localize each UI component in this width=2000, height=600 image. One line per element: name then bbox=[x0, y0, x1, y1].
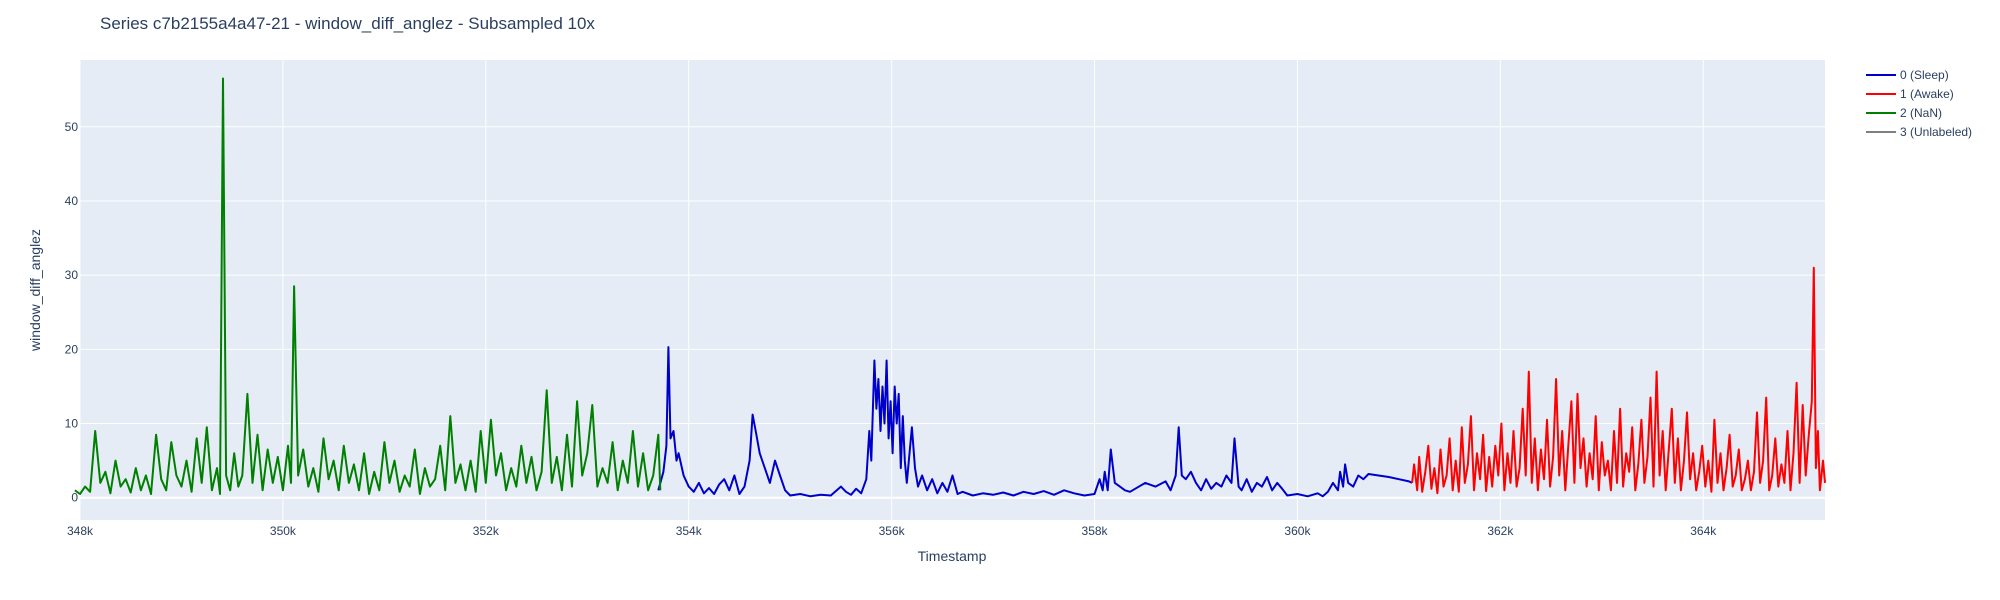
x-tick-label: 360k bbox=[1284, 524, 1311, 538]
x-tick-label: 350k bbox=[270, 524, 297, 538]
legend-label: 0 (Sleep) bbox=[1900, 68, 1949, 82]
legend-item-0[interactable]: 0 (Sleep) bbox=[1866, 68, 1949, 82]
x-tick-label: 362k bbox=[1487, 524, 1514, 538]
legend-label: 1 (Awake) bbox=[1900, 87, 1954, 101]
legend-label: 3 (Unlabeled) bbox=[1900, 125, 1972, 139]
y-axis-title: window_diff_anglez bbox=[27, 229, 43, 352]
y-tick-label: 50 bbox=[65, 120, 79, 134]
y-tick-label: 10 bbox=[65, 417, 79, 431]
x-tick-label: 348k bbox=[67, 524, 94, 538]
y-tick-label: 0 bbox=[71, 491, 78, 505]
y-tick-label: 40 bbox=[65, 194, 79, 208]
x-tick-label: 352k bbox=[473, 524, 500, 538]
x-tick-label: 358k bbox=[1082, 524, 1109, 538]
x-axis-title: Timestamp bbox=[918, 548, 987, 564]
x-tick-label: 364k bbox=[1690, 524, 1717, 538]
series-line-0 bbox=[657, 346, 1413, 498]
x-tick-label: 354k bbox=[676, 524, 703, 538]
y-tick-label: 20 bbox=[65, 342, 79, 356]
series-line-1 bbox=[1411, 266, 1826, 495]
x-axis-ticks: 348k 350k 352k 354k 356k 358k 360k 362k 364k bbox=[67, 524, 1717, 538]
y-tick-label: 30 bbox=[65, 268, 79, 282]
legend-label: 2 (NaN) bbox=[1900, 106, 1942, 120]
series-lines bbox=[74, 77, 1826, 498]
x-tick-label: 356k bbox=[879, 524, 906, 538]
legend-item-1[interactable]: 1 (Awake) bbox=[1866, 87, 1954, 101]
y-axis-ticks: 0 10 20 30 40 50 bbox=[65, 120, 79, 505]
legend-item-2[interactable]: 2 (NaN) bbox=[1866, 106, 1942, 120]
legend-item-3[interactable]: 3 (Unlabeled) bbox=[1866, 125, 1972, 139]
legend[interactable]: 0 (Sleep) 1 (Awake) 2 (NaN) 3 (Unlabeled) bbox=[1866, 68, 1972, 139]
chart-title: Series c7b2155a4a47-21 - window_diff_ang… bbox=[100, 14, 595, 33]
series-line-2 bbox=[74, 77, 662, 495]
